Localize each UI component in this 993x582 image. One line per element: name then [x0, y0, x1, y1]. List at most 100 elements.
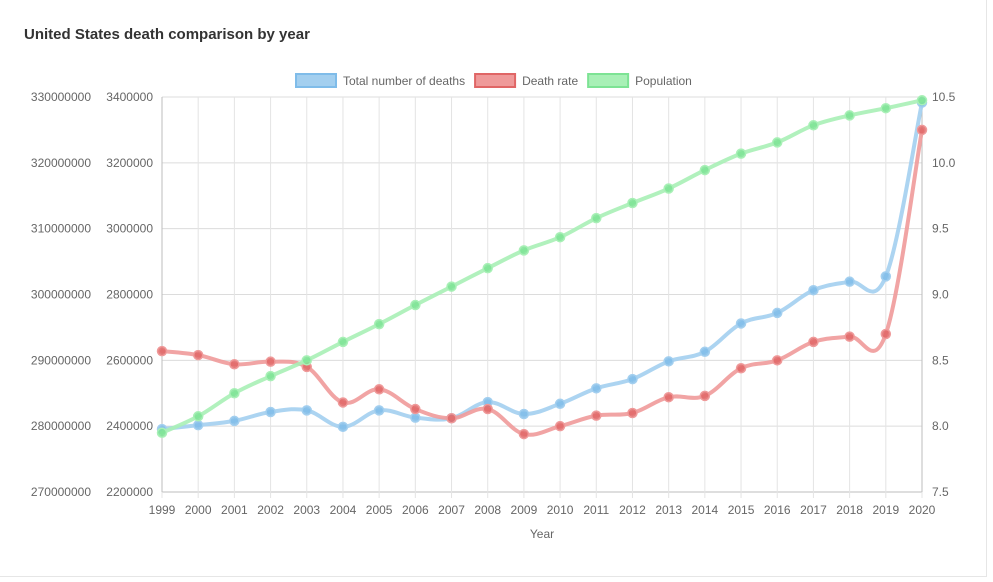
data-point-death-rate — [373, 384, 385, 395]
y-tick-label-population: 270000000 — [31, 485, 91, 499]
x-tick-label: 2015 — [728, 503, 755, 517]
data-point-population — [156, 427, 168, 438]
y-tick-label-deaths: 2600000 — [106, 353, 153, 367]
data-point-population — [880, 102, 892, 114]
x-tick-label: 2010 — [547, 503, 574, 517]
data-point-total-number-of-deaths — [229, 415, 240, 427]
x-tick-label: 2007 — [438, 503, 465, 517]
y-tick-label-population: 320000000 — [31, 156, 91, 170]
x-axis-title: Year — [530, 527, 554, 541]
y-tick-label-rate: 10.5 — [932, 90, 956, 104]
data-point-total-number-of-deaths — [844, 276, 855, 287]
y-tick-label-rate: 7.5 — [932, 485, 949, 499]
data-point-death-rate — [482, 403, 493, 415]
data-point-total-number-of-deaths — [735, 318, 747, 329]
data-point-death-rate — [663, 391, 674, 403]
y-tick-label-population: 300000000 — [31, 288, 91, 302]
data-point-total-number-of-deaths — [771, 307, 783, 319]
data-point-death-rate — [699, 390, 711, 402]
data-point-total-number-of-deaths — [518, 408, 530, 420]
y-tick-label-deaths: 3000000 — [106, 222, 153, 236]
data-point-population — [373, 318, 385, 330]
data-point-death-rate — [808, 336, 819, 348]
series-line-population — [160, 98, 924, 435]
x-tick-label: 2013 — [655, 503, 682, 517]
data-point-population — [771, 137, 783, 148]
data-point-total-number-of-deaths — [808, 284, 819, 296]
y-tick-label-population: 310000000 — [31, 222, 91, 236]
data-point-death-rate — [771, 355, 783, 366]
series-line-total-number-of-deaths — [160, 100, 924, 432]
data-point-population — [410, 299, 421, 311]
y-tick-label-rate: 10.0 — [932, 156, 956, 170]
legend-swatch-death-rate — [474, 73, 517, 88]
data-point-death-rate — [880, 328, 892, 340]
legend-label-population: Population — [635, 74, 692, 88]
data-point-death-rate — [518, 428, 530, 440]
data-point-population — [591, 212, 602, 224]
series-line-death-rate — [160, 127, 924, 437]
data-point-death-rate — [591, 410, 602, 421]
x-tick-label: 2009 — [511, 503, 538, 517]
x-tick-label: 2000 — [185, 503, 212, 517]
x-tick-label: 2017 — [800, 503, 827, 517]
data-point-population — [699, 164, 711, 176]
data-point-death-rate — [446, 413, 457, 424]
data-point-population — [663, 183, 674, 194]
data-point-death-rate — [156, 345, 168, 357]
x-tick-label: 2014 — [692, 503, 719, 517]
data-point-population — [916, 95, 928, 106]
data-point-total-number-of-deaths — [410, 412, 421, 423]
y-tick-label-deaths: 2400000 — [106, 419, 153, 433]
data-point-total-number-of-deaths — [373, 405, 385, 416]
data-point-population — [229, 388, 240, 399]
x-tick-label: 2011 — [583, 503, 609, 517]
data-point-population — [192, 411, 204, 422]
y-tick-label-population: 290000000 — [31, 353, 91, 367]
x-tick-label: 2006 — [402, 503, 429, 517]
x-tick-label: 2020 — [909, 503, 936, 517]
data-point-death-rate — [627, 407, 638, 419]
data-point-total-number-of-deaths — [663, 356, 674, 367]
x-tick-label: 2001 — [221, 503, 248, 517]
data-point-death-rate — [916, 124, 928, 136]
data-point-death-rate — [554, 420, 566, 432]
data-point-total-number-of-deaths — [265, 406, 276, 418]
x-tick-label: 2018 — [836, 503, 863, 517]
x-tick-label: 2019 — [872, 503, 899, 517]
y-tick-label-rate: 9.0 — [932, 288, 949, 302]
data-point-total-number-of-deaths — [301, 405, 313, 416]
data-point-population — [554, 231, 566, 243]
data-point-total-number-of-deaths — [627, 373, 638, 385]
data-point-population — [844, 110, 855, 121]
data-point-death-rate — [265, 356, 276, 367]
x-tick-label: 2005 — [366, 503, 393, 517]
data-point-death-rate — [410, 403, 421, 415]
legend-label-death-rate: Death rate — [522, 74, 578, 88]
data-point-death-rate — [192, 349, 204, 361]
data-point-total-number-of-deaths — [337, 421, 349, 433]
data-point-population — [808, 120, 819, 131]
y-tick-label-rate: 9.5 — [932, 222, 949, 236]
x-tick-label: 2003 — [293, 503, 320, 517]
y-tick-label-rate: 8.0 — [932, 419, 949, 433]
legend-swatch-total-number-of-deaths — [295, 73, 337, 88]
data-point-death-rate — [735, 362, 747, 374]
data-point-population — [301, 355, 313, 366]
data-point-total-number-of-deaths — [880, 271, 892, 282]
x-tick-label: 2012 — [619, 503, 646, 517]
x-tick-label: 2002 — [257, 503, 284, 517]
data-point-population — [735, 148, 747, 159]
y-tick-label-deaths: 3400000 — [106, 90, 153, 104]
data-point-total-number-of-deaths — [554, 398, 566, 410]
data-point-population — [265, 370, 276, 382]
y-tick-label-deaths: 3200000 — [106, 156, 153, 170]
x-tick-label: 2004 — [330, 503, 357, 517]
y-tick-label-deaths: 2200000 — [106, 485, 153, 499]
data-point-total-number-of-deaths — [591, 383, 602, 394]
data-point-population — [337, 336, 349, 348]
data-point-population — [482, 262, 493, 274]
data-point-population — [627, 197, 638, 209]
data-point-death-rate — [337, 397, 349, 408]
